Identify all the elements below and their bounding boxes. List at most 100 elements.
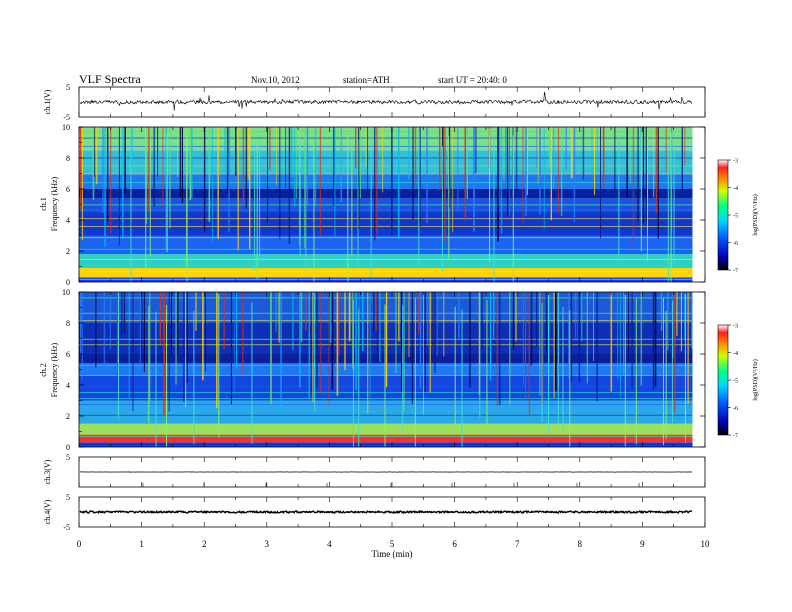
spectrogram-band [79,423,693,435]
colorbar-2: -3 -4 -5 -6 -7 log(PSD)(V²/Hz) [717,324,759,440]
spectrogram-streak [122,127,124,240]
spectrogram-spike [254,142,256,271]
spectrogram-streak [522,292,524,386]
colorbar-1-scale [717,159,729,271]
spectrogram-streak [92,127,95,200]
spectrogram-streak [543,127,545,229]
spectrogram-streak [81,127,84,241]
spectrogram-streak [660,292,663,332]
ch4-waveform-panel: 5 -5 ch.4(V) [43,493,706,532]
spectrogram-streak [165,127,167,250]
spectrogram-band [79,354,693,364]
spectrogram-streak [170,292,172,356]
spectrogram-streak [545,292,548,354]
figure-title: VLF Spectra [79,72,141,86]
spectrogram-line [79,307,693,308]
spectrogram-streak [637,127,639,221]
spectrogram-streak [338,292,340,356]
spectrogram-spike [352,299,354,447]
spectrogram-streak [298,127,300,246]
spectrogram-streak [181,127,183,203]
spectrogram-line [79,392,693,394]
spectrogram-streak [403,292,405,412]
spectrogram-streak [81,292,84,380]
spectrogram-streak [419,127,421,227]
spectrogram-spike [418,128,420,268]
spectrogram-streak [626,127,628,198]
spectrogram-streak [242,127,245,207]
spectrogram-streak [177,127,179,178]
spectrogram-streak [570,292,573,382]
spectrogram-spike [351,139,353,257]
station-label: station=ATH [343,75,390,85]
spectrogram-streak [365,127,367,167]
spectrogram-streak [503,127,505,180]
ch4-ylabel: ch.4(V) [43,499,52,524]
x-tick-label: 9 [640,539,645,549]
spectrogram-streak [684,127,686,166]
spectrogram-streak [226,127,229,194]
spectrogram-streak [408,292,410,358]
spectrogram-spike [667,142,669,282]
spectrogram-line [79,218,693,220]
spectrogram-spike [562,307,564,430]
spectrogram-streak [235,127,237,176]
spectrogram-streak [121,292,123,336]
spectrogram-streak [548,127,551,168]
spectrogram-spike [149,137,151,257]
spectrogram-band [79,150,693,174]
spec2-streaks [80,292,705,447]
ch1-ytick-bottom: -5 [63,113,70,122]
spectrogram-spike [370,131,372,278]
spectrogram-streak [228,127,230,233]
spectrogram-streak [667,292,669,351]
spectrogram-line [79,443,693,445]
spectrogram-spike [299,139,301,257]
spectrogram-streak [143,292,145,373]
spectrogram-streak [614,127,616,189]
spectrogram-streak [475,127,477,173]
spectrogram-streak [444,127,446,242]
spectrogram-band [79,210,693,236]
spectrogram-streak [498,292,501,405]
spectrogram-streak [80,292,82,354]
ch3-ytick-top: 5 [66,453,70,462]
spectrogram-streak [655,127,658,214]
spectrogram-streak [205,292,207,373]
spectrogram-streak [525,127,527,216]
spectrogram-streak [80,127,82,209]
spectrogram-spike [130,134,132,282]
spectrogram-streak [464,127,467,221]
spectrogram-streak [202,292,204,381]
spectrogram-streak [418,292,420,335]
x-tick-label: 3 [265,539,270,549]
spectrogram-streak [619,292,621,398]
ch3-ylabel: ch.3(V) [43,459,52,484]
spectrogram-streak [537,127,539,184]
spectrogram-streak [367,292,369,413]
spectrogram-streak [319,127,322,236]
spectrogram-spike [186,135,188,282]
spectrogram-streak [95,292,97,368]
spectrogram-streak [279,127,281,240]
spectrogram-streak [344,292,346,371]
spectrogram-line [79,344,693,346]
spectrogram-streak [237,127,240,251]
spectrogram-streak [505,127,507,188]
spec2-bands [79,292,693,447]
spectrogram-streak [308,292,311,400]
spectrogram-streak [109,292,111,350]
spectrogram-streak [132,292,134,412]
spectrogram-streak [398,292,400,342]
x-axis-tick-labels: 0 1 2 3 4 5 6 7 8 9 10 [77,539,710,549]
spectrogram-streak [247,127,249,180]
spectrogram-line [79,330,693,332]
spectrogram-streak [102,127,104,213]
spectrogram-streak [107,127,109,221]
spectrogram-streak [593,127,596,195]
spectrogram-streak [542,292,544,404]
spectrogram-streak [146,127,148,225]
spectrogram-band [79,434,693,443]
ch2-spectrogram-panel: 0 2 4 6 8 10 ch.2 Frequency (kHz) [39,288,706,452]
spectrogram-streak [593,292,595,361]
